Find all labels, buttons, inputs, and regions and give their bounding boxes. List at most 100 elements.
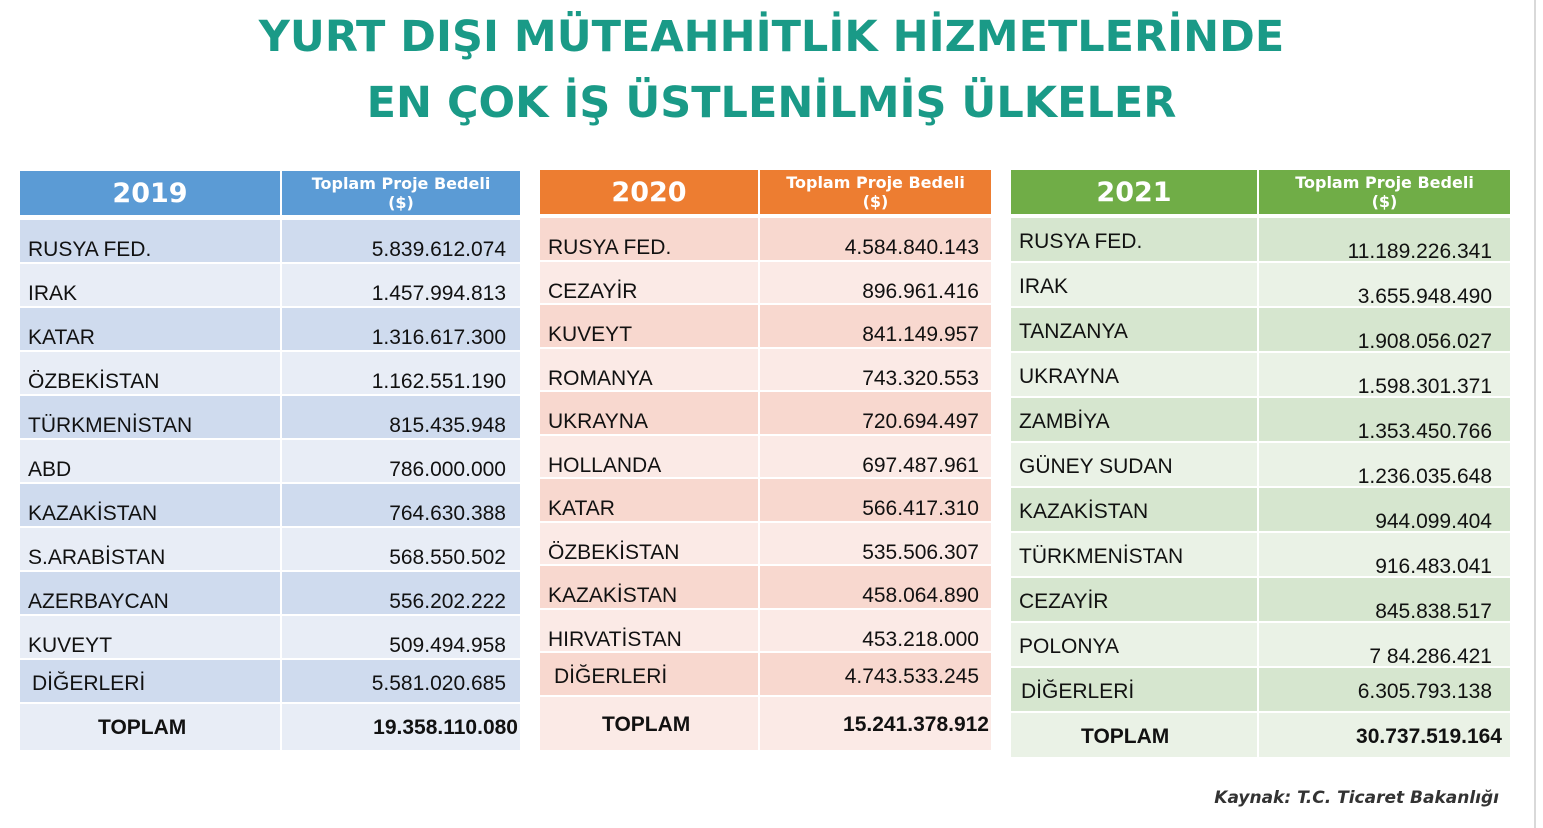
project-value: 786.000.000 (389, 458, 506, 481)
country-name: ÖZBEKİSTAN (28, 370, 160, 393)
table-row: POLONYA 7 84.286.421 (1011, 623, 1510, 668)
value-cell (760, 392, 991, 434)
table-row: CEZAYİR 845.838.517 (1011, 578, 1510, 623)
column-header-label: Toplam Proje Bedeli ($) (311, 174, 491, 212)
project-value: 720.694.497 (862, 410, 979, 433)
project-value: 944.099.404 (1375, 510, 1492, 533)
project-value: 764.630.388 (389, 502, 506, 525)
value-cell (1259, 263, 1510, 306)
country-name: ROMANYA (548, 366, 653, 390)
country-cell (20, 616, 280, 658)
table-row: GÜNEY SUDAN 1.236.035.648 (1011, 443, 1510, 488)
table-row: CEZAYİR 896.961.416 (540, 261, 991, 303)
table-row: HIRVATİSTAN 453.218.000 (540, 609, 991, 651)
country-cell (20, 660, 280, 702)
project-value: 556.202.222 (389, 590, 506, 613)
value-cell (760, 261, 991, 303)
country-name: KUVEYT (548, 323, 633, 346)
year-label: 2021 (1096, 177, 1172, 208)
project-value: 916.483.041 (1375, 555, 1492, 578)
project-value: 11.189.226.341 (1347, 240, 1492, 263)
project-value: 7 84.286.421 (1369, 645, 1492, 668)
project-value: 458.064.890 (862, 584, 979, 607)
value-cell (282, 396, 520, 438)
country-cell (540, 348, 758, 390)
project-value: 566.417.310 (862, 497, 979, 520)
project-value: 1.162.551.190 (371, 370, 506, 393)
country-cell (540, 261, 758, 303)
country-name: IRAK (28, 282, 78, 305)
value-cell (1259, 218, 1510, 261)
value-cell (760, 435, 991, 477)
value-cell (282, 264, 520, 306)
country-name: ÖZBEKİSTAN (548, 540, 680, 564)
country-name: AZERBAYCAN (28, 590, 169, 613)
country-cell (20, 352, 280, 394)
value-cell (282, 616, 520, 658)
header-divider (280, 171, 282, 215)
total-label-cell (1011, 713, 1257, 757)
project-value: 1.457.994.813 (371, 282, 506, 305)
project-value: 535.506.307 (862, 540, 979, 564)
country-cell (1011, 398, 1257, 441)
country-cell (20, 572, 280, 614)
table-row: KUVEYT 509.494.958 (20, 616, 520, 658)
table-row: TÜRKMENİSTAN 815.435.948 (20, 396, 520, 438)
table-row: IRAK 3.655.948.490 (1011, 263, 1510, 308)
table-row: KUVEYT 841.149.957 (540, 305, 991, 347)
country-name: RUSYA FED. (1019, 230, 1143, 253)
value-cell (1259, 668, 1510, 711)
country-name: CEZAYİR (548, 279, 638, 303)
total-value: 30.737.519.164 (1356, 725, 1502, 748)
country-name: DİĞERLERİ (554, 665, 668, 688)
country-name: ZAMBİYA (1019, 410, 1110, 433)
total-label: TOPLAM (602, 712, 691, 736)
country-cell (1011, 353, 1257, 396)
value-cell (1259, 578, 1510, 621)
table-row: RUSYA FED. 11.189.226.341 (1011, 218, 1510, 263)
country-cell (540, 479, 758, 521)
country-name: KATAR (28, 326, 95, 349)
country-name: GÜNEY SUDAN (1019, 455, 1173, 478)
project-value: 3.655.948.490 (1357, 285, 1492, 308)
value-cell (282, 352, 520, 394)
country-name: RUSYA FED. (28, 238, 152, 261)
project-value: 845.838.517 (1375, 600, 1492, 623)
table-row: KAZAKİSTAN 764.630.388 (20, 484, 520, 526)
country-name: TÜRKMENİSTAN (1019, 545, 1184, 568)
table-row: TÜRKMENİSTAN 916.483.041 (1011, 533, 1510, 578)
table-row: UKRAYNA 1.598.301.371 (1011, 353, 1510, 398)
country-name: HOLLANDA (548, 453, 662, 477)
country-name: ABD (28, 458, 72, 481)
country-name: KAZAKİSTAN (1019, 500, 1149, 523)
table-row: KATAR 566.417.310 (540, 479, 991, 521)
value-cell (760, 479, 991, 521)
country-cell (1011, 668, 1257, 711)
country-name: CEZAYİR (1019, 590, 1109, 613)
value-cell (1259, 623, 1510, 666)
value-cell (760, 566, 991, 608)
value-cell (282, 308, 520, 350)
value-cell (282, 484, 520, 526)
project-value: 1.908.056.027 (1357, 330, 1492, 353)
table-row: HOLLANDA 697.487.961 (540, 435, 991, 477)
country-name: KUVEYT (28, 634, 113, 657)
country-cell (540, 305, 758, 347)
value-cell (1259, 308, 1510, 351)
country-name: POLONYA (1019, 635, 1119, 658)
project-value: 509.494.958 (389, 634, 506, 657)
table-row: ÖZBEKİSTAN 1.162.551.190 (20, 352, 520, 394)
total-row: TOPLAM 30.737.519.164 (1011, 713, 1510, 757)
table-row: TANZANYA 1.908.056.027 (1011, 308, 1510, 353)
table-header: 2021 Toplam Proje Bedeli ($) (1011, 170, 1510, 214)
country-name: TANZANYA (1019, 320, 1128, 343)
country-name: KAZAKİSTAN (28, 502, 158, 525)
total-value-cell (282, 704, 520, 750)
country-cell (1011, 443, 1257, 486)
project-value: 4.584.840.143 (844, 236, 979, 259)
year-label: 2019 (112, 178, 188, 209)
value-cell (760, 522, 991, 564)
total-label: TOPLAM (1081, 725, 1170, 748)
country-name: UKRAYNA (1019, 365, 1119, 388)
total-label: TOPLAM (98, 716, 187, 739)
